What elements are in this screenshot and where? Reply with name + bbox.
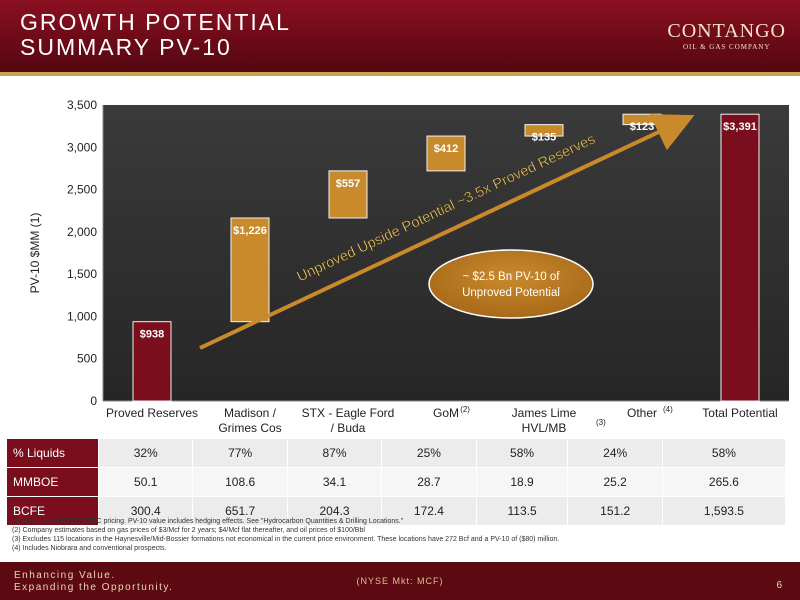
- x-tick-label: Madison /: [224, 406, 277, 420]
- table-cell: 18.9: [475, 467, 569, 497]
- table-row: % Liquids 32% 77% 87% 25% 58% 24% 58%: [6, 438, 787, 468]
- tagline-line-2: Expanding the Opportunity.: [14, 582, 174, 593]
- x-tick-label: STX - Eagle Ford: [302, 406, 395, 420]
- bar-value-label: $938: [140, 329, 164, 341]
- bar-value-label: $1,226: [233, 225, 267, 237]
- table-row: MMBOE 50.1 108.6 34.1 28.7 18.9 25.2 265.6: [6, 467, 787, 497]
- footnote-3: (3) Excludes 115 locations in the Haynes…: [12, 536, 560, 543]
- table-cell: 25%: [381, 438, 477, 468]
- x-tick-label: James Lime: [512, 406, 577, 420]
- footer-tagline: Enhancing Value. Expanding the Opportuni…: [14, 570, 173, 594]
- table-cell: 58%: [661, 438, 787, 468]
- table-cell: 113.5: [475, 496, 569, 526]
- waterfall-chart: PV-10 $MM (1) 0 500 1,000 1,500 2,000 2,500 3,…: [28, 98, 789, 435]
- x-tick-label: Total Potential: [702, 406, 777, 420]
- x-tick-label-line2: Grimes Cos: [218, 421, 281, 435]
- tagline-line-1: Enhancing Value.: [14, 570, 116, 581]
- x-tick-labels: Proved Reserves Madison /Grimes Cos STX - …: [106, 405, 778, 435]
- x-tick-footnote-ref: (3): [596, 418, 606, 427]
- bar-0: [132, 321, 172, 402]
- table-cell: 77%: [192, 438, 288, 468]
- y-tick-label: 500: [77, 352, 97, 366]
- table-cell: 25.2: [567, 467, 663, 497]
- table-cell: 32%: [97, 438, 194, 468]
- page-title: GROWTH POTENTIAL SUMMARY PV-10: [20, 10, 291, 60]
- table-cell: 108.6: [192, 467, 288, 497]
- footnote-4: (4) Includes Niobrara and conventional p…: [12, 545, 167, 552]
- x-tick-label-line2: / Buda: [331, 421, 366, 435]
- table-cell: 24%: [567, 438, 663, 468]
- bar-2: [328, 170, 368, 219]
- bars-group: [132, 113, 760, 402]
- x-tick-label: GoM: [433, 406, 459, 420]
- y-axis-label: PV-10 $MM (1): [28, 213, 42, 294]
- y-tick-labels: 0 500 1,000 1,500 2,000 2,500 3,000 3,500: [67, 98, 97, 408]
- table-cell: 1,593.5: [661, 496, 787, 526]
- table-cell: 265.6: [661, 467, 787, 497]
- logo-subtitle: OIL & GAS COMPANY: [682, 43, 771, 51]
- y-tick-label: 0: [90, 394, 97, 408]
- y-tick-label: 1,000: [67, 309, 97, 323]
- callout-ellipse: ~ $2.5 Bn PV-10 of Unproved Potential: [428, 249, 594, 319]
- bar-value-label: $135: [532, 132, 556, 144]
- table-cell: 204.3: [286, 496, 383, 526]
- callout-line-1: ~ $2.5 Bn PV-10 of: [463, 271, 561, 283]
- bar-3: [426, 135, 466, 172]
- table-row-header: BCFE: [6, 496, 99, 526]
- table-row-header: % Liquids: [6, 438, 99, 468]
- table-row-header: MMBOE: [6, 467, 99, 497]
- table-cell: 58%: [475, 438, 569, 468]
- x-tick-label-line2: HVL/MB: [522, 421, 567, 435]
- header-divider: [0, 72, 800, 76]
- logo-wordmark: CONTANGO: [667, 20, 786, 42]
- table-cell: 50.1: [97, 467, 194, 497]
- footnote-1: (1) Based on 9/30/2013 SEC pricing. PV-1…: [12, 518, 404, 525]
- title-line-1: GROWTH POTENTIAL: [20, 9, 291, 35]
- x-tick-label: Other: [627, 406, 657, 420]
- bar-6: [720, 113, 760, 402]
- table-cell: 172.4: [381, 496, 477, 526]
- bar-value-label: $123: [630, 121, 654, 133]
- footnote-2: (2) Company estimates based on gas price…: [12, 527, 365, 534]
- bar-labels-group: $938 $1,226 $557 $412 $135 $123 $3,391: [140, 121, 757, 340]
- y-tick-label: 2,000: [67, 225, 97, 239]
- x-tick-footnote-ref: (2): [460, 405, 470, 414]
- table-cell: 300.4: [97, 496, 194, 526]
- company-logo: CONTANGO OIL & GAS COMPANY: [667, 20, 786, 51]
- bar-value-label: $412: [434, 143, 458, 155]
- growth-arrow: [199, 114, 695, 350]
- bar-value-label: $557: [336, 178, 360, 190]
- footer-bar: Enhancing Value. Expanding the Opportuni…: [0, 562, 800, 600]
- x-tick-footnote-ref: (4): [663, 405, 673, 414]
- callout-line-2: Unproved Potential: [462, 287, 560, 299]
- ticker-text: (NYSE Mkt: MCF): [356, 576, 444, 586]
- bar-1: [230, 217, 270, 323]
- y-tick-label: 3,000: [67, 140, 97, 154]
- metrics-table-body: % Liquids 32% 77% 87% 25% 58% 24% 58% MMBOE 50.1 1…: [6, 438, 787, 526]
- table-cell: 151.2: [567, 496, 663, 526]
- bar-4: [524, 124, 564, 137]
- bar-value-label: $3,391: [723, 121, 757, 133]
- y-tick-label: 1,500: [67, 267, 97, 281]
- header-banner: GROWTH POTENTIAL SUMMARY PV-10 CONTANGO …: [0, 0, 800, 72]
- x-tick-label: Proved Reserves: [106, 406, 198, 420]
- table-row: BCFE 300.4 651.7 204.3 172.4 113.5 151.2 1,593.…: [6, 496, 787, 526]
- table-cell: 28.7: [381, 467, 477, 497]
- chart-container: PV-10 $MM (1) 0 500 1,000 1,500 2,000 2,500 3,…: [0, 84, 800, 443]
- table-cell: 34.1: [286, 467, 383, 497]
- y-tick-label: 2,500: [67, 183, 97, 197]
- metrics-table: % Liquids 32% 77% 87% 25% 58% 24% 58% MMBOE 50.1 1…: [6, 438, 787, 526]
- page-number: 6: [776, 580, 782, 591]
- footnotes: (1) Based on 9/30/2013 SEC pricing. PV-1…: [12, 517, 559, 553]
- y-tick-label: 3,500: [67, 98, 97, 112]
- title-line-2: SUMMARY PV-10: [20, 34, 232, 60]
- table-cell: 87%: [286, 438, 383, 468]
